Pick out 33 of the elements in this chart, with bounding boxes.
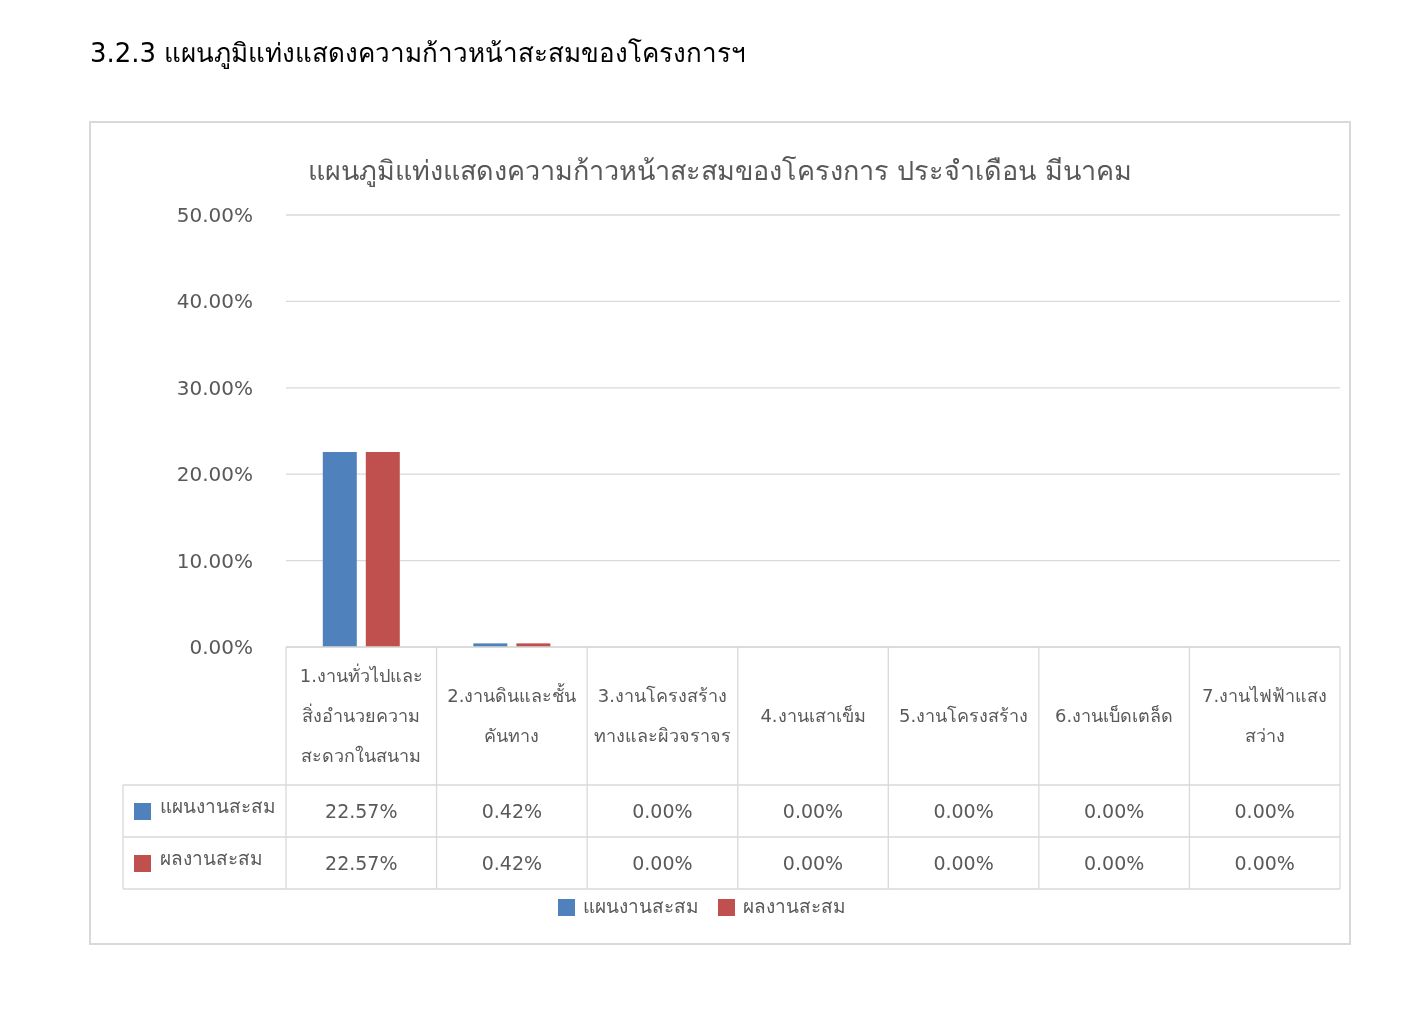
legend-label: แผนงานสะสม bbox=[160, 794, 276, 817]
y-tick-label: 0.00% bbox=[189, 635, 253, 659]
legend-label: ผลงานสะสม bbox=[160, 846, 263, 869]
chart-subtitle: แผนภูมิแท่งแสดงความก้าวหน้าสะสมของโครงการ ประจำเดือน มีนาคม bbox=[307, 155, 1133, 187]
y-tick-label: 30.00% bbox=[176, 375, 253, 400]
data-label: 0.00% bbox=[782, 851, 844, 874]
data-label: 0.42% bbox=[481, 799, 543, 822]
y-tick-label: 40.00% bbox=[176, 289, 253, 314]
y-tick-label: 10.00% bbox=[176, 548, 253, 573]
data-label: 0.00% bbox=[933, 851, 994, 874]
data-label: 0.42% bbox=[481, 851, 543, 874]
data-label: 0.00% bbox=[1083, 799, 1145, 822]
x-tick-label: 3.งานโครงสร้างทางและผิวจราจร bbox=[592, 684, 732, 748]
data-label: 0.00% bbox=[1234, 851, 1295, 874]
text: แผนงานสะสม bbox=[583, 894, 699, 917]
x-tick-label: 1.งานทั่วไปและสิ่งอำนวยความสะดวกในสนาม bbox=[298, 662, 424, 768]
x-tick-label: 5.งานโครงสร้าง bbox=[898, 704, 1029, 728]
x-tick-label: 7.งานไฟฟ้าแสงสว่าง bbox=[1201, 684, 1329, 748]
y-tick-label: 20.00% bbox=[176, 462, 253, 487]
text: ผลงานสะสม bbox=[743, 894, 846, 917]
data-label: 0.00% bbox=[632, 799, 693, 822]
data-label: 0.00% bbox=[1234, 799, 1295, 822]
data-label: 0.00% bbox=[1083, 851, 1145, 874]
x-tick-label: 2.งานดินและชั้นคันทาง bbox=[446, 682, 578, 748]
data-label: 22.57% bbox=[325, 851, 398, 874]
data-label: 0.00% bbox=[782, 799, 844, 822]
x-tick-label: 6.งานเบ็ดเตล็ด bbox=[1055, 704, 1174, 728]
x-tick-label: 4.งานเสาเข็ม bbox=[760, 704, 866, 728]
data-label: 0.00% bbox=[933, 799, 994, 822]
y-tick-label: 50.00% bbox=[176, 203, 253, 227]
chart-title: 3.2.3 แผนภูมิแท่งแสดงความก้าวหน้าสะสมของโครงการฯ bbox=[90, 38, 747, 69]
data-label: 0.00% bbox=[632, 851, 693, 874]
data-label: 22.57% bbox=[325, 799, 398, 822]
